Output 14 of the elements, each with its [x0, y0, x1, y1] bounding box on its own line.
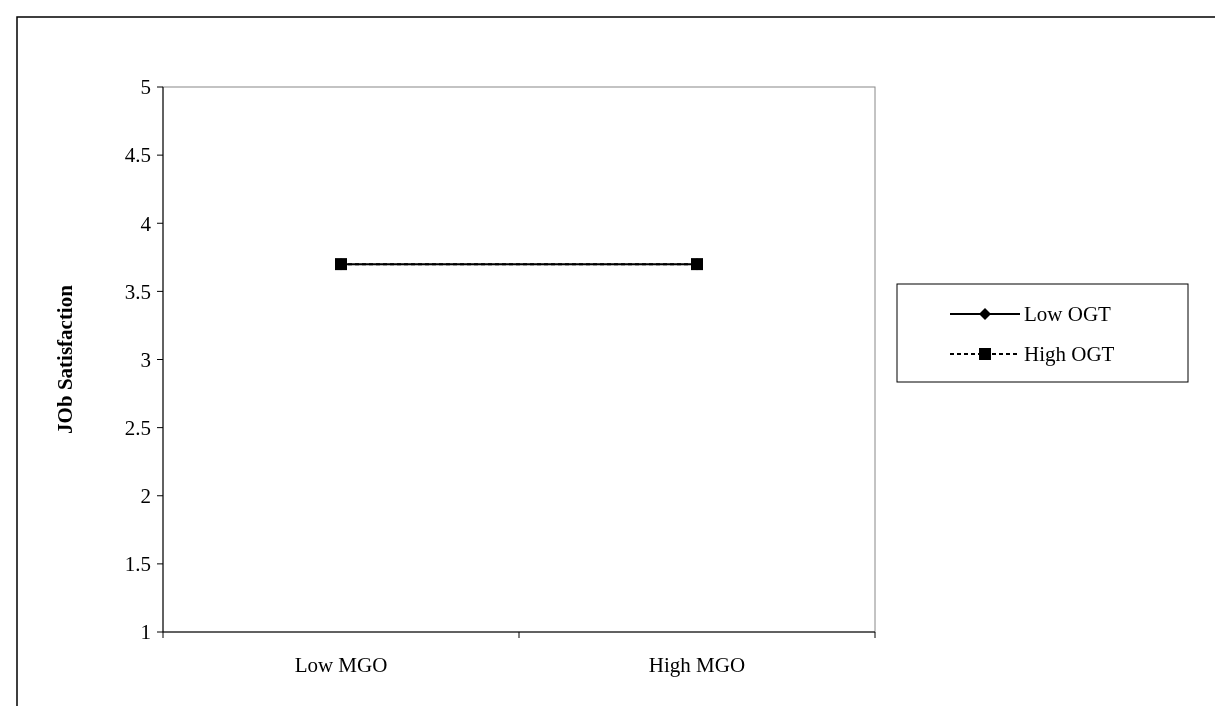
y-axis-title: JOb Satisfaction: [53, 284, 77, 434]
x-tick-label: Low MGO: [294, 653, 388, 677]
legend-label: High OGT: [1024, 342, 1115, 367]
x-tick-label: High MGO: [648, 653, 746, 677]
y-tick-label: 3.5: [124, 279, 151, 304]
y-tick-label: 2.5: [124, 415, 151, 440]
legend-label: Low OGT: [1024, 302, 1112, 327]
y-tick-label: 4.5: [124, 143, 151, 168]
y-tick-label: 1: [140, 620, 151, 645]
y-tick-label: 5: [140, 75, 151, 100]
y-tick-label: 1.5: [124, 552, 151, 577]
y-tick-label: 3: [140, 347, 151, 372]
y-tick-label: 2: [140, 484, 151, 509]
y-tick-label: 4: [140, 211, 152, 236]
